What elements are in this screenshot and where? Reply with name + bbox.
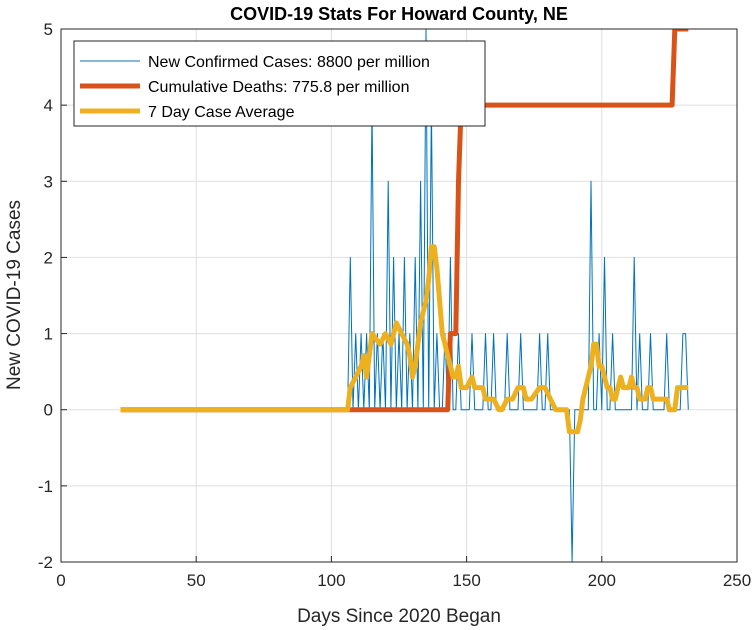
y-tick-label: 0 xyxy=(44,401,53,420)
legend-entry-new-cases: New Confirmed Cases: 8800 per million xyxy=(80,54,430,71)
series-line-7-day-average xyxy=(120,244,689,435)
x-ticks: 0 50 100 150 200 250 xyxy=(56,556,751,590)
legend-label-cumulative-deaths: Cumulative Deaths: 775.8 per million xyxy=(148,79,409,96)
y-tick-label: -2 xyxy=(38,553,53,572)
y-tick-label: 3 xyxy=(44,172,53,191)
plot-area xyxy=(120,29,689,562)
axes-box xyxy=(60,28,738,563)
legend: New Confirmed Cases: 8800 per million Cu… xyxy=(73,40,486,127)
y-tick-label: 2 xyxy=(44,248,53,267)
x-tick-label: 100 xyxy=(317,571,345,590)
x-tick-label: 200 xyxy=(588,571,616,590)
legend-label-7-day-average: 7 Day Case Average xyxy=(148,104,295,121)
y-axis-label: New COVID-19 Cases xyxy=(4,200,25,390)
legend-entry-cumulative-deaths: Cumulative Deaths: 775.8 per million xyxy=(80,79,409,96)
y-tick-label: 1 xyxy=(44,325,53,344)
series-group xyxy=(120,29,689,562)
x-tick-label: 0 xyxy=(56,571,65,590)
legend-label-new-cases: New Confirmed Cases: 8800 per million xyxy=(148,54,430,71)
legend-box xyxy=(73,40,486,127)
y-ticks: -2 -1 0 1 2 3 4 5 xyxy=(38,20,67,572)
x-tick-label: 250 xyxy=(723,571,751,590)
y-tick-label: -1 xyxy=(38,477,53,496)
series-line-cumulative-deaths xyxy=(120,29,689,413)
legend-entry-7-day-average: 7 Day Case Average xyxy=(80,104,295,121)
chart-title: COVID-19 Stats For Howard County, NE xyxy=(230,4,568,24)
x-axis-label: Days Since 2020 Began xyxy=(297,606,501,627)
y-tick-label: 5 xyxy=(44,20,53,39)
x-tick-label: 50 xyxy=(187,571,206,590)
x-tick-label: 150 xyxy=(452,571,480,590)
series-line-new-cases xyxy=(120,29,689,562)
y-tick-label: 4 xyxy=(44,96,53,115)
